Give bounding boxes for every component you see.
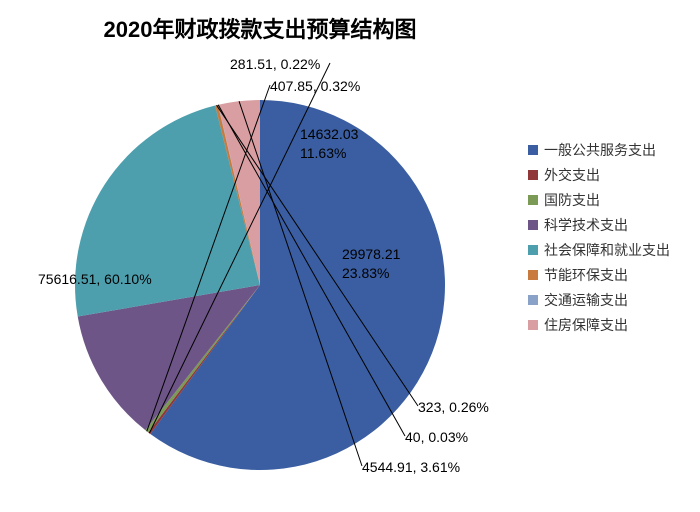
label-science: 14632.03 11.63%: [300, 125, 358, 163]
label-energy: 323, 0.26%: [418, 398, 489, 417]
legend-label: 交通运输支出: [544, 290, 628, 310]
legend-label: 国防支出: [544, 190, 600, 210]
label-transport: 40, 0.03%: [405, 428, 468, 447]
legend-swatch: [528, 320, 538, 330]
legend-item: 社会保障和就业支出: [528, 240, 670, 260]
legend-item: 住房保障支出: [528, 315, 670, 335]
legend-swatch: [528, 145, 538, 155]
legend-swatch: [528, 245, 538, 255]
legend-swatch: [528, 170, 538, 180]
legend-item: 国防支出: [528, 190, 670, 210]
legend-item: 一般公共服务支出: [528, 140, 670, 160]
legend-label: 科学技术支出: [544, 215, 628, 235]
legend-item: 外交支出: [528, 165, 670, 185]
label-social: 29978.21 23.83%: [342, 245, 400, 283]
legend-swatch: [528, 195, 538, 205]
label-housing: 4544.91, 3.61%: [362, 458, 460, 477]
label-defense: 407.85, 0.32%: [270, 77, 360, 96]
legend-label: 一般公共服务支出: [544, 140, 656, 160]
legend-label: 节能环保支出: [544, 265, 628, 285]
legend-swatch: [528, 270, 538, 280]
legend-swatch: [528, 295, 538, 305]
legend-swatch: [528, 220, 538, 230]
legend-item: 科学技术支出: [528, 215, 670, 235]
legend-item: 节能环保支出: [528, 265, 670, 285]
legend-label: 外交支出: [544, 165, 600, 185]
legend-item: 交通运输支出: [528, 290, 670, 310]
legend-label: 社会保障和就业支出: [544, 240, 670, 260]
legend: 一般公共服务支出外交支出国防支出科学技术支出社会保障和就业支出节能环保支出交通运…: [528, 135, 670, 340]
label-general-public: 75616.51, 60.10%: [38, 270, 152, 289]
legend-label: 住房保障支出: [544, 315, 628, 335]
label-foreign: 281.51, 0.22%: [230, 55, 320, 74]
chart-container: 2020年财政拨款支出预算结构图 75616.51, 60.10% 281.51…: [0, 0, 700, 512]
